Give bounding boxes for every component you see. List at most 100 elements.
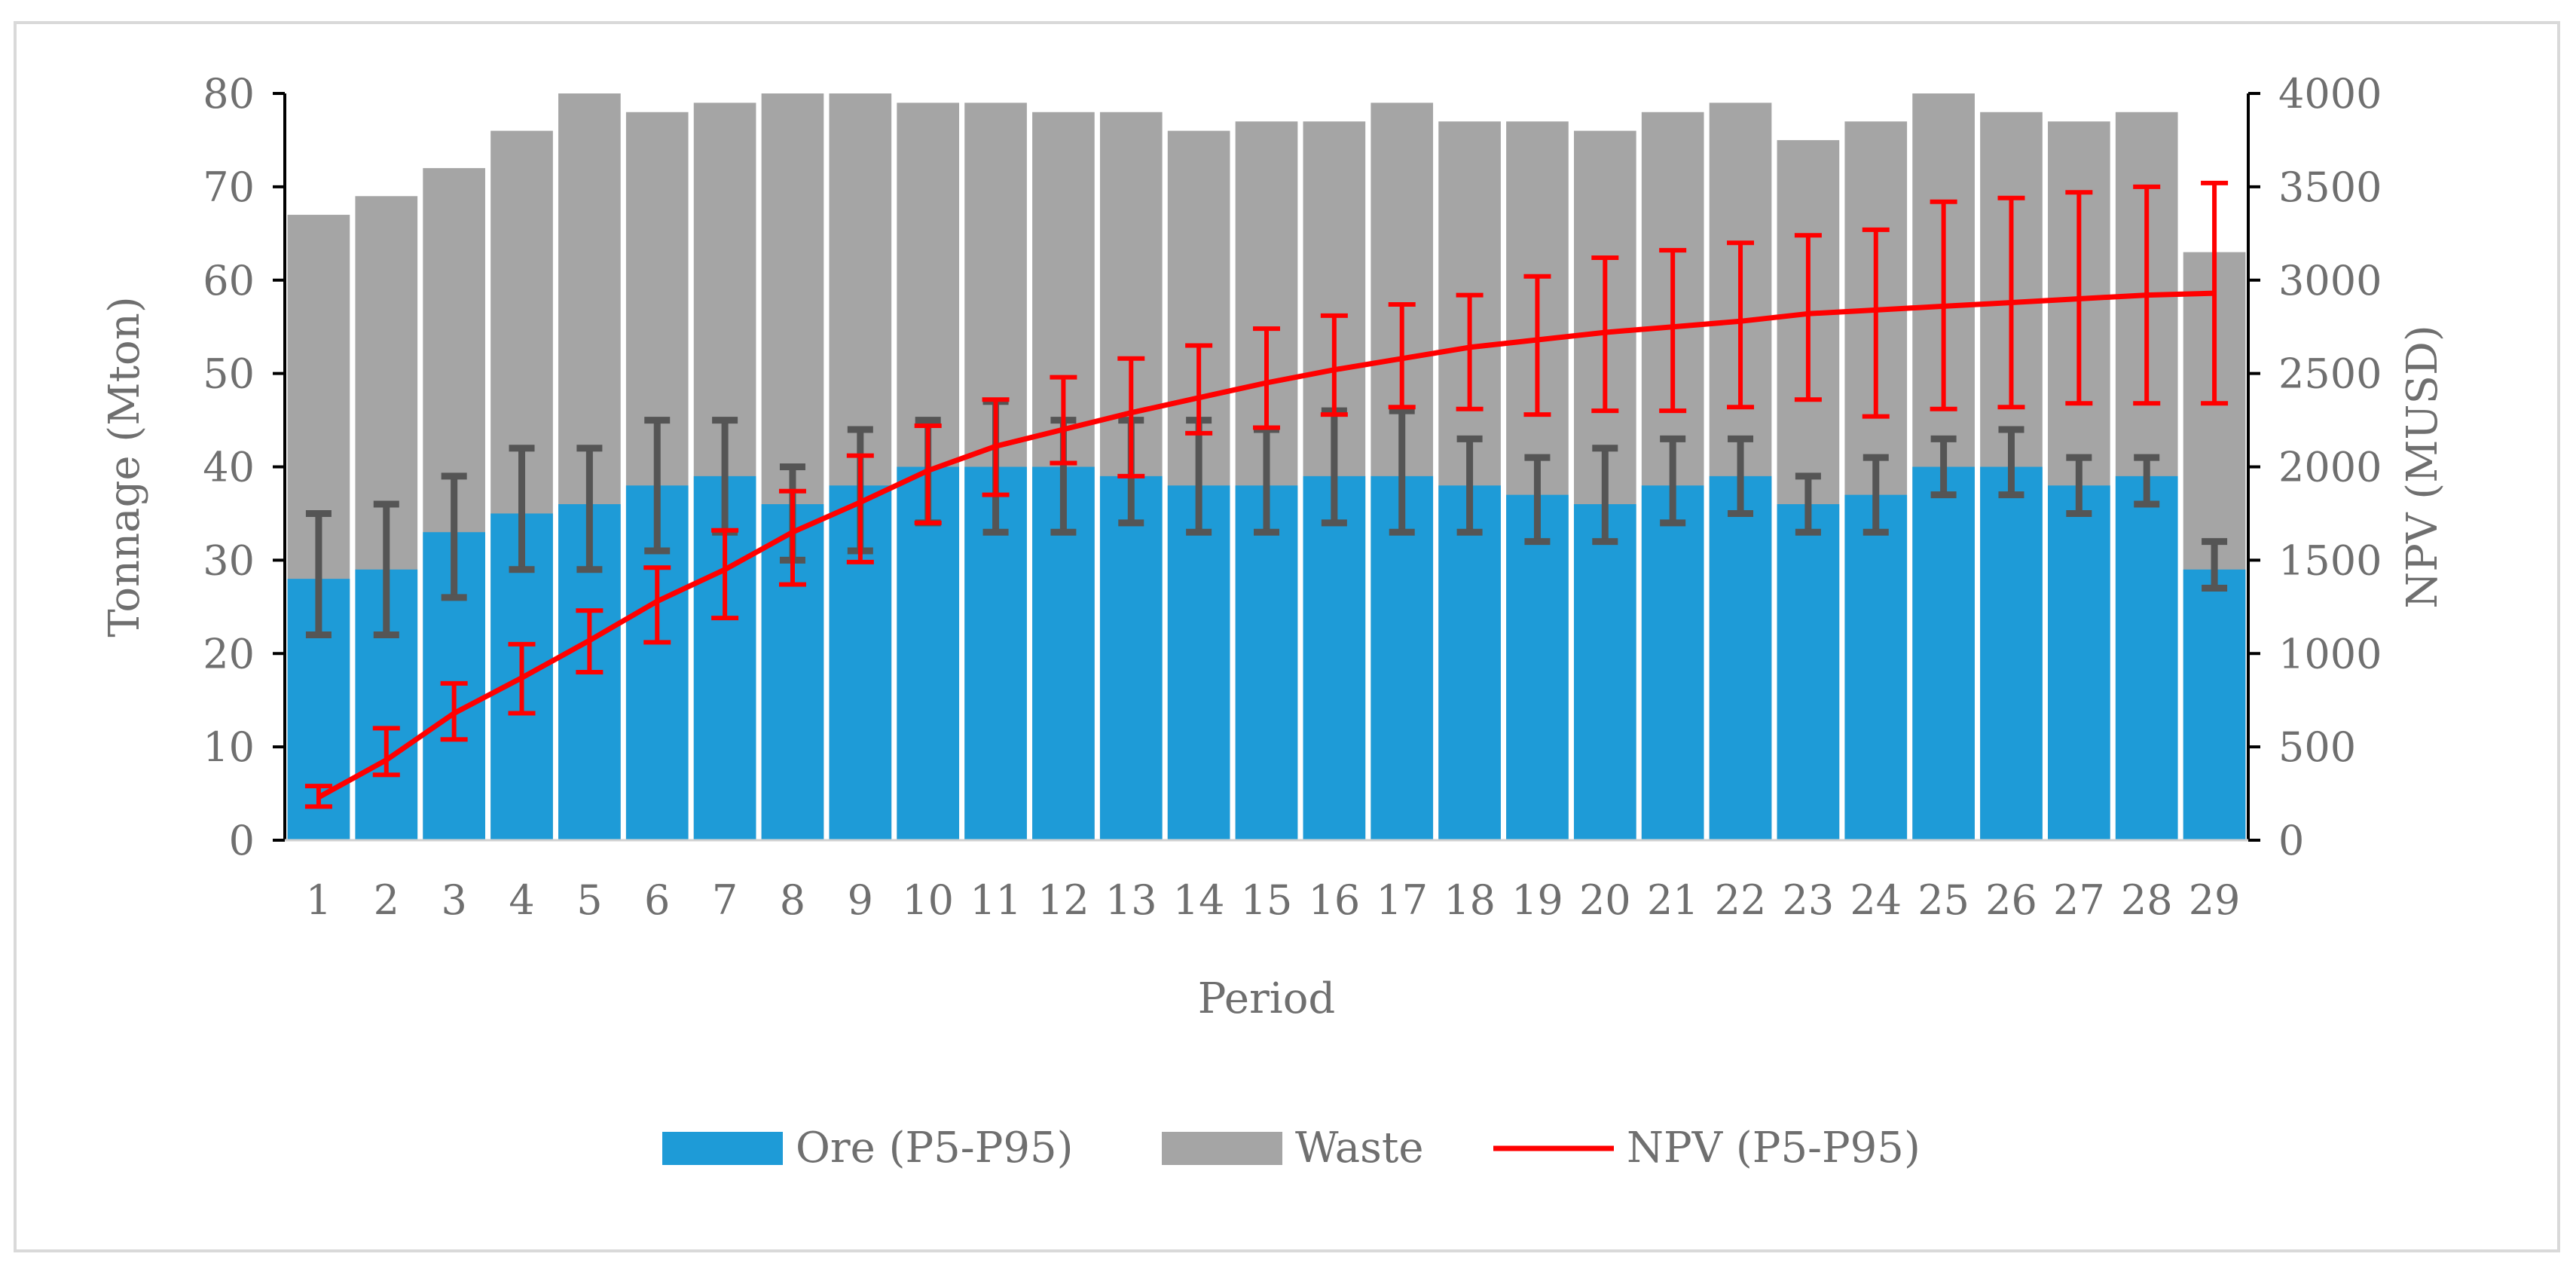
- axis-labels: Tonnage (Mton) NPV (MUSD) Period: [100, 296, 2447, 1023]
- y2-tick-label: 3500: [2278, 164, 2382, 211]
- ore-bar: [1641, 485, 1704, 840]
- x-tick-label: 14: [1173, 876, 1225, 924]
- x-tick-label: 4: [509, 876, 534, 924]
- legend: Ore (P5-P95) Waste NPV (P5-P95): [662, 1124, 1921, 1173]
- ore-bar: [1099, 475, 1163, 840]
- x-axis-label: Period: [1198, 974, 1336, 1023]
- y-tick-label: 20: [203, 630, 255, 677]
- legend-swatch-ore: [662, 1132, 783, 1165]
- ore-bar: [1167, 485, 1230, 840]
- chart: 0 10 20 30 40 50 60 70 80 0 500 1000 1500 2000 2500 300…: [100, 70, 2447, 1173]
- npv-error-bar: [1523, 274, 1551, 417]
- ore-error-bar: [1862, 454, 1889, 536]
- ore-error-bar: [1795, 472, 1821, 536]
- y-tick-label: 10: [203, 723, 255, 771]
- x-tick-label: 20: [1579, 876, 1631, 924]
- y-tick-label: 0: [229, 817, 255, 864]
- ore-error-bar: [1456, 435, 1483, 536]
- ore-bar: [897, 466, 960, 840]
- npv-error-bar: [1862, 227, 1890, 419]
- x-tick-label: 24: [1850, 876, 1902, 924]
- x-tick-label: 17: [1376, 876, 1428, 924]
- ore-bar: [1371, 475, 1434, 840]
- ore-bar: [1438, 485, 1501, 840]
- npv-error-bar: [1320, 313, 1348, 417]
- ore-error-bar: [2066, 454, 2092, 517]
- x-tick-label: 13: [1105, 876, 1157, 924]
- y2-tick-label: 500: [2278, 723, 2356, 771]
- legend-swatch-waste: [1162, 1132, 1282, 1165]
- x-tick-label: 9: [848, 876, 873, 924]
- ore-bar: [2183, 569, 2246, 840]
- x-tick-label: 26: [1985, 876, 2037, 924]
- y2-tick-label: 1000: [2278, 630, 2382, 677]
- x-tick-label: 12: [1037, 876, 1089, 924]
- x-tick-label: 10: [902, 876, 954, 924]
- y-axis-label: Tonnage (Mton): [100, 296, 149, 637]
- npv-error-bar: [1185, 343, 1213, 436]
- npv-error-bar: [1456, 292, 1484, 411]
- npv-error-bar: [1388, 301, 1416, 410]
- x-tick-label: 1: [306, 876, 332, 924]
- x-tick-label: 3: [441, 876, 466, 924]
- ore-error-bar: [1930, 435, 1957, 499]
- npv-error-bar: [643, 565, 671, 645]
- x-tick-label: 11: [970, 876, 1022, 924]
- ore-error-bar: [509, 445, 535, 573]
- y-tick-label: 30: [203, 537, 255, 584]
- y2-tick-label: 3000: [2278, 257, 2382, 304]
- x-tick-label: 19: [1511, 876, 1563, 924]
- ore-bar: [1506, 494, 1569, 840]
- ore-error-bar: [373, 500, 399, 638]
- npv-error-bar: [1117, 356, 1145, 479]
- ore-error-bar: [1389, 407, 1415, 536]
- y2-tick-label: 2500: [2278, 350, 2382, 398]
- x-tick-label: 29: [2189, 876, 2241, 924]
- ore-bar: [1844, 494, 1908, 840]
- npv-error-bar: [1050, 375, 1077, 466]
- ore-error-bar: [441, 472, 467, 601]
- ore-error-bar: [576, 445, 603, 573]
- npv-error-bar: [914, 423, 942, 525]
- legend-label-ore: Ore (P5-P95): [796, 1124, 1073, 1173]
- legend-label-waste: Waste: [1295, 1124, 1423, 1173]
- ore-error-bar: [1728, 435, 1754, 517]
- x-tick-label: 25: [1917, 876, 1969, 924]
- x-tick-label: 22: [1715, 876, 1767, 924]
- x-tick-label: 2: [374, 876, 399, 924]
- ore-bar: [2048, 485, 2110, 840]
- chart-frame: 0 10 20 30 40 50 60 70 80 0 500 1000 1500 2000 2500 300…: [14, 21, 2560, 1252]
- npv-error-bar: [1727, 240, 1755, 410]
- y-tick-label: 40: [203, 444, 255, 491]
- x-tick-label: 7: [712, 876, 738, 924]
- legend-label-npv: NPV (P5-P95): [1627, 1124, 1921, 1173]
- ore-error-bar: [1524, 454, 1551, 546]
- npv-error-bar: [372, 726, 400, 778]
- x-tick-label: 27: [2053, 876, 2105, 924]
- y2-tick-label: 4000: [2278, 70, 2382, 118]
- axes: 0 10 20 30 40 50 60 70 80 0 500 1000 1500 2000 2500 300…: [203, 70, 2382, 924]
- ore-bar: [1912, 466, 1975, 840]
- ore-bar: [1709, 475, 1772, 840]
- x-tick-label: 23: [1783, 876, 1835, 924]
- ore-bar: [2115, 475, 2178, 840]
- x-tick-label: 18: [1444, 876, 1496, 924]
- npv-error-bar: [846, 453, 874, 564]
- npv-line: [317, 290, 2215, 800]
- y2-axis-label: NPV (MUSD): [2398, 325, 2447, 608]
- ore-error-bar: [1660, 435, 1686, 527]
- npv-series: [317, 290, 2215, 800]
- ore-bar: [1777, 504, 1840, 840]
- x-tick-label: 21: [1647, 876, 1699, 924]
- ore-error-bar: [1998, 426, 2024, 499]
- npv-error-bar: [1794, 233, 1822, 402]
- y2-tick-label: 1500: [2278, 537, 2382, 584]
- npv-error-bar: [1253, 326, 1280, 430]
- x-tick-label: 6: [644, 876, 670, 924]
- ore-bar: [1980, 466, 2043, 840]
- x-tick-label: 15: [1241, 876, 1293, 924]
- ore-bar: [1573, 504, 1636, 840]
- ore-error-bar: [644, 417, 671, 555]
- y2-tick-label: 2000: [2278, 444, 2382, 491]
- y-tick-label: 70: [203, 164, 255, 211]
